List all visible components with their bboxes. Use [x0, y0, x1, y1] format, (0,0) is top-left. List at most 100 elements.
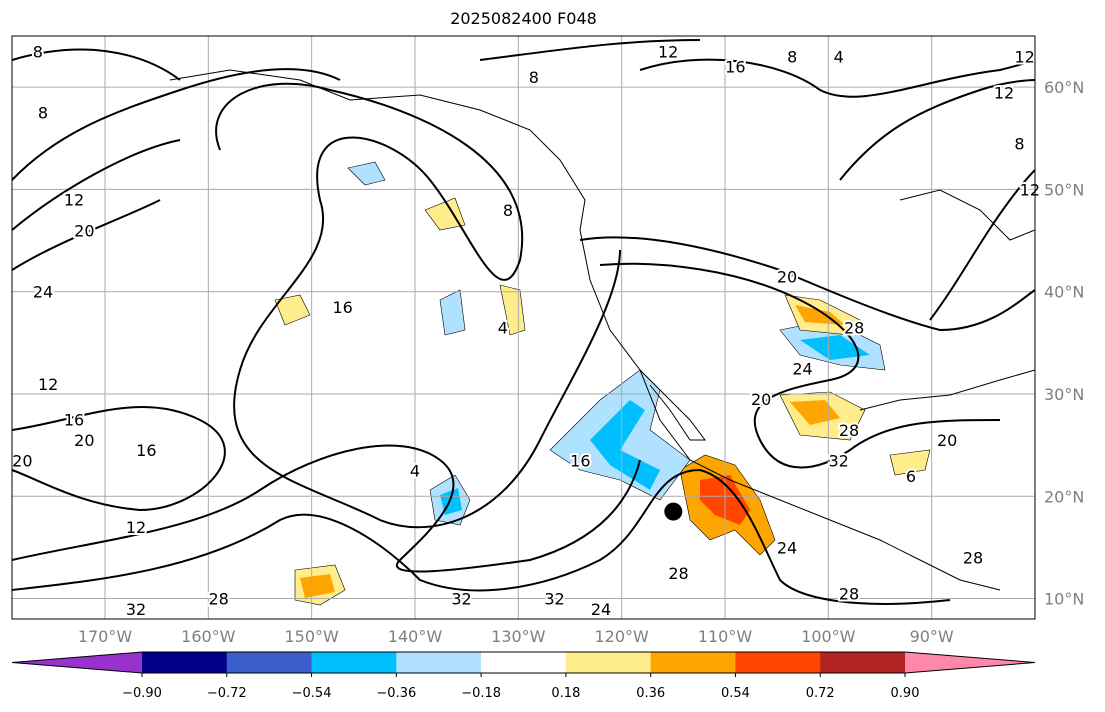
latitude-label: 40°N: [1044, 283, 1084, 302]
latitude-label: 20°N: [1044, 487, 1084, 506]
longitude-label: 120°W: [594, 627, 649, 646]
contour-label: 12: [994, 83, 1014, 102]
latitude-label: 60°N: [1044, 78, 1084, 97]
latitude-label: 50°N: [1044, 180, 1084, 199]
latitude-tick-labels: 60°N 50°N 40°N 30°N 20°N 10°N: [1044, 78, 1084, 608]
coastline-east: [899, 189, 1035, 241]
coastline-gulf: [859, 369, 1035, 411]
contour-label: 4: [498, 319, 508, 338]
longitude-label: 130°W: [491, 627, 546, 646]
contour-line: [12, 406, 226, 512]
contour-label: 12: [126, 518, 146, 537]
colorbar-segment: [142, 652, 228, 673]
contour-label: 20: [74, 431, 94, 450]
graticule: [12, 36, 1035, 619]
contour-label: 8: [33, 42, 43, 61]
contour-label: 32: [451, 590, 471, 609]
contour-label: 28: [839, 421, 859, 440]
colorbar-segment: [735, 652, 821, 673]
shade-blob: [889, 449, 931, 476]
contour-label: 28: [668, 564, 688, 583]
contour-label: 24: [591, 600, 611, 619]
longitude-label: 150°W: [284, 627, 339, 646]
contour-line: [215, 82, 621, 529]
longitude-label: 170°W: [78, 627, 133, 646]
shade-blob: [439, 289, 466, 336]
contour-label: 16: [570, 451, 590, 470]
latitude-label: 30°N: [1044, 385, 1084, 404]
contour-label: 8: [529, 68, 539, 87]
contour-label: 8: [787, 47, 797, 66]
colorbar-tick-label: −0.18: [461, 686, 501, 701]
contour-line: [599, 262, 1001, 469]
colorbar-segment: [820, 652, 906, 673]
longitude-label: 140°W: [388, 627, 443, 646]
shade-blob: [800, 335, 870, 360]
colorbar-segment: [226, 652, 313, 673]
map-frame: [11, 35, 1036, 620]
contour-label: 12: [64, 191, 84, 210]
contour-label: 28: [844, 319, 864, 338]
contour-line: [12, 468, 951, 605]
contour-label: 20: [74, 221, 94, 240]
contour-label: 8: [38, 104, 48, 123]
contour-label: 20: [937, 431, 957, 450]
coastline-north-america: [169, 69, 1001, 591]
contour-line: [12, 68, 341, 181]
shade-blob: [790, 400, 840, 425]
colorbar-tick-label: −0.90: [122, 686, 162, 701]
shade-blob: [590, 400, 660, 490]
longitude-label: 160°W: [181, 627, 236, 646]
longitude-label: 90°W: [910, 627, 954, 646]
shade-blob: [274, 294, 311, 326]
colorbar-tick-label: −0.54: [292, 686, 332, 701]
colorbar-tick-label: 0.90: [891, 686, 920, 701]
storm-center-marker: [664, 502, 683, 521]
contour-label: 24: [792, 359, 812, 378]
longitude-label: 110°W: [698, 627, 753, 646]
contour-label: 6: [906, 467, 916, 486]
contour-label: 12: [658, 42, 678, 61]
contour-label: 12: [1014, 47, 1034, 66]
contour-label: 32: [126, 600, 146, 619]
contour-label: 4: [834, 47, 844, 66]
colorbar-segment: [311, 652, 397, 673]
contour-line: [12, 199, 161, 271]
contour-line: [579, 236, 1035, 332]
contour-label: 4: [410, 462, 420, 481]
contour-label: 8: [1014, 134, 1024, 153]
contour-label: 16: [725, 58, 745, 77]
contour-label: 32: [828, 451, 848, 470]
contour-label: 28: [839, 584, 859, 603]
shade-blob: [347, 161, 386, 186]
colorbar-extend-high: [905, 652, 1035, 673]
colorbar-tick-label: −0.72: [207, 686, 247, 701]
contour-line: [929, 169, 1035, 321]
colorbar: −0.90 −0.72 −0.54 −0.36 −0.18 0.18 0.36 0.54 0.7…: [11, 651, 1036, 701]
contour-label: 20: [12, 451, 32, 470]
colorbar-tick-label: 0.54: [721, 686, 750, 701]
contour-line: [12, 139, 181, 231]
longitude-label: 100°W: [801, 627, 856, 646]
contour-label: 24: [777, 538, 797, 557]
contour-label: 16: [64, 411, 84, 430]
coastline-baja: [639, 369, 706, 441]
contour-lines: [12, 39, 1035, 605]
contour-label: 12: [38, 375, 58, 394]
contour-line: [839, 79, 1035, 181]
contour-line: [12, 444, 641, 573]
contour-label: 20: [777, 267, 797, 286]
colorbar-tick-label: 0.72: [806, 686, 835, 701]
figure-title: 2025082400 F048: [450, 9, 597, 28]
colorbar-tick-label: −0.36: [376, 686, 416, 701]
shade-blob: [300, 574, 335, 598]
contour-label: 16: [136, 441, 156, 460]
contour-line: [12, 48, 181, 81]
colorbar-tick-label: 0.18: [551, 686, 580, 701]
contour-label: 16: [332, 298, 352, 317]
contour-label: 8: [503, 201, 513, 220]
contour-label: 32: [544, 590, 564, 609]
